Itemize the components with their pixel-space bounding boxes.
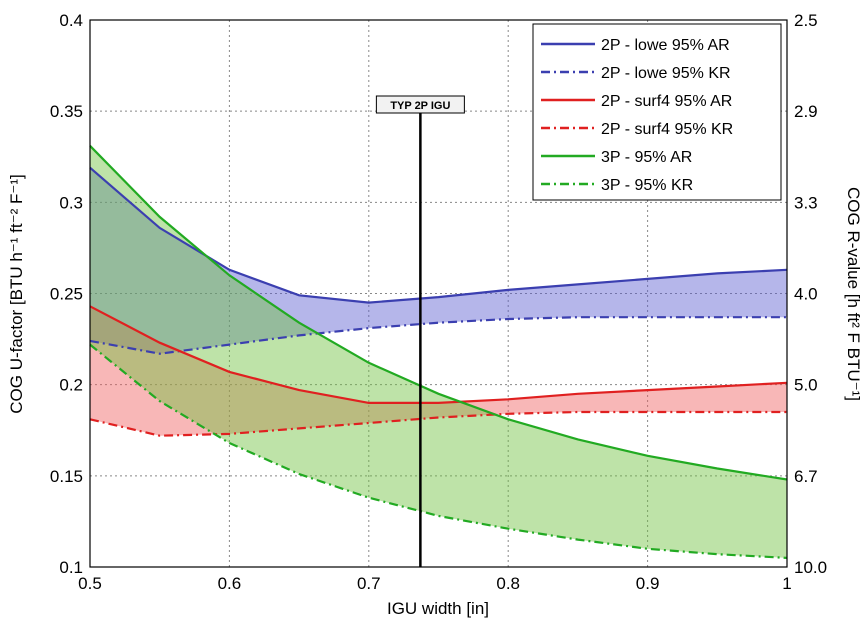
series-line: [89, 305, 788, 404]
x-axis-label: IGU width [in]: [387, 599, 489, 618]
series-line: [89, 343, 788, 559]
y-tick-label: 0.25: [50, 285, 83, 304]
band-area: [90, 145, 787, 558]
x-tick-label: 0.7: [357, 574, 381, 593]
right-tick-label: 10.0: [794, 558, 827, 577]
legend-label: 2P - surf4 95% KR: [601, 121, 733, 138]
legend-label: 2P - lowe 95% AR: [601, 37, 730, 54]
annotation-label: TYP 2P IGU: [390, 100, 450, 112]
series-line: [89, 410, 787, 437]
y-axis-ticks: 0.1 0.15 0.2 0.25 0.3 0.35 0.4: [50, 11, 83, 577]
band-area: [90, 167, 787, 354]
series-line: [89, 316, 787, 355]
x-tick-label: 0.9: [636, 574, 660, 593]
x-tick-label: 0.8: [496, 574, 520, 593]
y-tick-label: 0.2: [59, 376, 83, 395]
series-lines: [89, 145, 788, 559]
right-tick-label: 6.7: [794, 467, 818, 486]
series-line: [89, 145, 788, 481]
legend: 2P - lowe 95% AR 2P - lowe 95% KR 2P - sur…: [532, 23, 782, 201]
plot-frame: [89, 19, 788, 568]
right-tick-label: 2.5: [794, 11, 818, 30]
right-axis-label: COG R-value [h ft² F BTU⁻¹]: [844, 187, 863, 401]
legend-label: 2P - lowe 95% KR: [601, 65, 731, 82]
y-tick-label: 0.4: [59, 11, 83, 30]
right-tick-label: 3.3: [794, 193, 818, 212]
annotation-box: [375, 95, 465, 114]
y-tick-label: 0.1: [59, 558, 83, 577]
y-tick-label: 0.35: [50, 102, 83, 121]
legend-label: 3P - 95% KR: [601, 177, 693, 194]
legend-box: [532, 23, 782, 201]
x-axis-ticks: 0.5 0.6 0.7 0.8 0.9 1: [78, 574, 792, 593]
right-tick-label: 2.9: [794, 102, 818, 121]
y-tick-label: 0.3: [59, 193, 83, 212]
y-axis-label: COG U-factor [BTU h⁻¹ ft⁻² F⁻¹]: [7, 174, 26, 413]
legend-label: 3P - 95% AR: [601, 149, 692, 166]
band-area: [90, 306, 787, 436]
annotation: TYP 2P IGU: [375, 95, 465, 567]
y-tick-label: 0.15: [50, 467, 83, 486]
bands: [90, 145, 787, 558]
x-tick-label: 1: [782, 574, 791, 593]
right-tick-label: 4.0: [794, 285, 818, 304]
x-tick-label: 0.6: [218, 574, 242, 593]
x-tick-label: 0.5: [78, 574, 102, 593]
right-tick-label: 5.0: [794, 376, 818, 395]
right-axis-ticks: 10.0 6.7 5.0 4.0 3.3 2.9 2.5: [794, 11, 827, 577]
legend-label: 2P - surf4 95% AR: [601, 93, 732, 110]
